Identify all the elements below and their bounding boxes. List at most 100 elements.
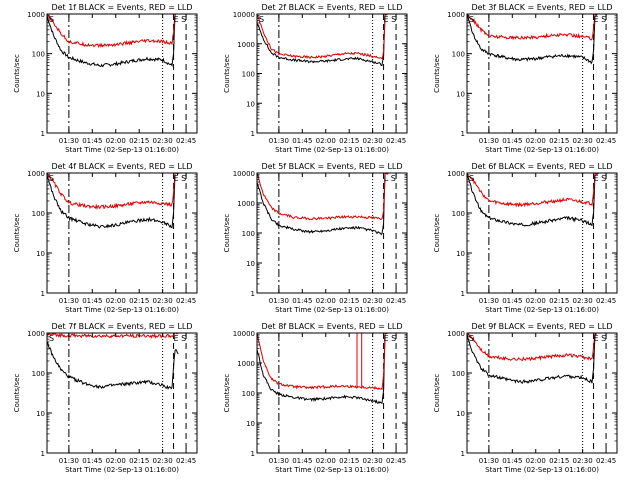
x-tick-label: 01:30 [269, 457, 289, 465]
x-tick-label: 02:45 [596, 457, 616, 465]
x-axis-label: Start Time (02-Sep-13 01:16:00) [65, 306, 179, 314]
lld-series-line [257, 333, 389, 391]
x-tick-label: 02:00 [526, 137, 546, 145]
plot-frame [466, 13, 618, 134]
x-tick-label: 02:45 [386, 137, 406, 145]
y-tick-label: 10000 [233, 330, 255, 338]
detector-panel: Det 5f BLACK = Events, RED = LLD 1 10 100 10… [223, 162, 408, 314]
y-tick-label: 100 [452, 51, 465, 59]
x-tick-label: 02:30 [363, 457, 383, 465]
y-tick-label: 100 [32, 370, 45, 378]
x-tick-label: 02:30 [573, 137, 593, 145]
x-tick-label: 01:30 [269, 137, 289, 145]
events-series-line [47, 341, 179, 390]
lld-series-line [467, 173, 599, 208]
y-tick-label: 1000 [237, 360, 255, 368]
x-tick-label: 01:45 [292, 297, 312, 305]
y-axis-label: Counts/sec [433, 54, 441, 93]
x-tick-label: 02:15 [129, 457, 149, 465]
x-tick-label: 01:30 [479, 297, 499, 305]
panel-title: Det 8f BLACK = Events, RED = LLD [261, 322, 402, 331]
y-tick-label: 10 [246, 100, 255, 108]
x-tick-label: 02:45 [596, 137, 616, 145]
detector-panel: Det 2f BLACK = Events, RED = LLD 1 10 100 10… [223, 3, 408, 154]
y-tick-label: 1000 [447, 330, 465, 338]
x-tick-label: 02:30 [153, 137, 173, 145]
end-marker-label: E S [593, 15, 606, 24]
y-tick-label: 100 [242, 390, 255, 398]
start-marker-label: S [469, 174, 474, 183]
x-tick-label: 01:30 [59, 457, 79, 465]
x-tick-label: 02:00 [106, 457, 126, 465]
x-tick-label: 02:15 [129, 297, 149, 305]
y-tick-label: 1000 [447, 170, 465, 178]
x-tick-label: 02:30 [573, 457, 593, 465]
y-tick-label: 1 [461, 130, 465, 138]
y-tick-label: 10 [36, 250, 45, 258]
x-tick-label: 02:45 [386, 457, 406, 465]
y-axis-label: Counts/sec [433, 374, 441, 413]
y-tick-label: 1 [461, 450, 465, 458]
y-tick-label: 100 [32, 51, 45, 59]
y-tick-label: 1000 [237, 41, 255, 49]
x-tick-label: 02:00 [316, 457, 336, 465]
detector-panel: Det 8f BLACK = Events, RED = LLD 1 10 100 10… [223, 322, 408, 474]
end-marker-label: L S [384, 174, 396, 183]
x-tick-label: 02:15 [339, 137, 359, 145]
x-tick-label: 02:15 [549, 457, 569, 465]
plot-frame [466, 332, 618, 454]
x-tick-label: 02:15 [129, 137, 149, 145]
end-marker-label: E S [173, 174, 186, 183]
y-axis-label: Counts/sec [13, 214, 21, 253]
x-tick-label: 02:45 [176, 297, 196, 305]
lld-series-line [47, 333, 179, 339]
panel-title: Det 5f BLACK = Events, RED = LLD [261, 162, 402, 171]
events-series-line [257, 173, 389, 236]
y-tick-label: 10 [246, 260, 255, 268]
x-tick-label: 02:30 [153, 457, 173, 465]
y-tick-label: 1000 [27, 330, 45, 338]
x-tick-label: 01:30 [59, 297, 79, 305]
detector-panel: Det 6f BLACK = Events, RED = LLD 1 10 100 10… [433, 162, 618, 314]
end-marker-label: E S [173, 15, 186, 24]
plot-frame [46, 332, 198, 454]
y-tick-label: 100 [242, 71, 255, 79]
x-tick-label: 02:15 [339, 297, 359, 305]
y-tick-label: 100 [452, 370, 465, 378]
y-tick-label: 10 [246, 420, 255, 428]
y-tick-label: 100 [32, 210, 45, 218]
x-tick-label: 02:30 [363, 297, 383, 305]
x-tick-label: 01:45 [82, 137, 102, 145]
x-tick-label: 02:00 [316, 137, 336, 145]
x-tick-label: 01:45 [502, 137, 522, 145]
x-axis-label: Start Time (02-Sep-13 01:16:00) [65, 466, 179, 474]
x-tick-label: 02:30 [363, 137, 383, 145]
y-tick-label: 100 [242, 230, 255, 238]
x-tick-label: 02:45 [386, 297, 406, 305]
panel-title: Det 7f BLACK = Events, RED = LLD [51, 322, 192, 331]
x-tick-label: 02:15 [549, 137, 569, 145]
x-tick-label: 01:45 [82, 457, 102, 465]
y-axis-label: Counts/sec [13, 374, 21, 413]
x-tick-label: 02:00 [106, 297, 126, 305]
plot-frame [46, 13, 198, 134]
start-marker-label: S [49, 15, 54, 24]
x-axis-label: Start Time (02-Sep-13 01:16:00) [65, 146, 179, 154]
y-tick-label: 1 [41, 290, 45, 298]
events-series-line [257, 333, 389, 405]
x-tick-label: 02:45 [176, 137, 196, 145]
detector-panel: Det 1f BLACK = Events, RED = LLD 1 10 100 10… [13, 3, 198, 154]
x-tick-label: 01:45 [502, 297, 522, 305]
y-tick-label: 100 [452, 210, 465, 218]
x-tick-label: 02:15 [549, 297, 569, 305]
y-tick-label: 1 [251, 130, 255, 138]
panel-title: Det 3f BLACK = Events, RED = LLD [471, 3, 612, 12]
x-tick-label: 01:45 [82, 297, 102, 305]
lld-series-line [467, 14, 599, 41]
start-marker-label: S [49, 174, 54, 183]
x-tick-label: 02:30 [153, 297, 173, 305]
detector-panel: Det 9f BLACK = Events, RED = LLD 1 10 100 10… [433, 322, 618, 474]
panel-title: Det 1f BLACK = Events, RED = LLD [51, 3, 192, 12]
start-marker-label: S [49, 334, 54, 343]
